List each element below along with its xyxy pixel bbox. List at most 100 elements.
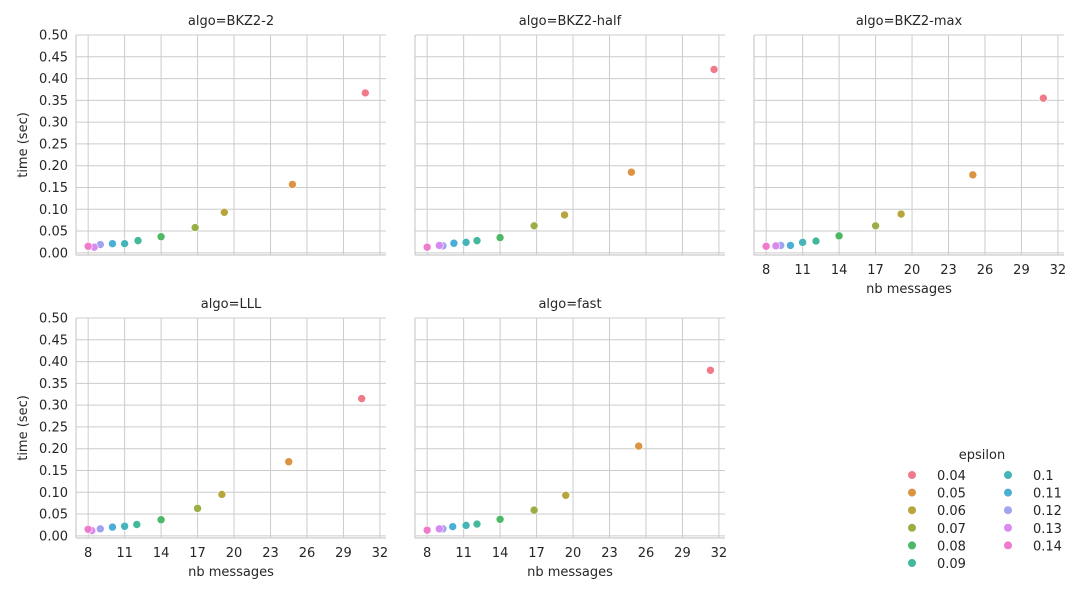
- y-tick-label: 0.30: [39, 399, 68, 414]
- data-point: [529, 221, 539, 231]
- legend-label: 0.11: [1033, 487, 1062, 502]
- x-tick-label: 11: [794, 263, 811, 278]
- data-point: [357, 394, 366, 403]
- x-tick-label: 14: [153, 546, 170, 561]
- x-tick-label: 20: [565, 546, 582, 561]
- y-tick-label: 0.20: [39, 442, 68, 457]
- x-tick-label: 26: [299, 546, 316, 561]
- panel-title: algo=BKZ2-2: [188, 14, 274, 29]
- y-tick-label: 0.10: [39, 486, 68, 501]
- x-tick-label: 20: [226, 546, 243, 561]
- data-point: [156, 232, 166, 242]
- data-point: [120, 521, 129, 531]
- legend-entry: 0.14: [1004, 539, 1062, 554]
- x-tick-label: 32: [1050, 263, 1067, 278]
- data-point: [83, 524, 93, 534]
- panel-title: algo=LLL: [201, 297, 262, 312]
- x-tick-label: 8: [423, 546, 431, 561]
- data-point: [361, 88, 370, 98]
- x-tick-label: 14: [492, 546, 509, 561]
- y-tick-label: 0.50: [39, 29, 68, 44]
- data-point: [461, 521, 471, 530]
- x-tick-label: 23: [601, 546, 618, 561]
- data-point: [284, 457, 294, 467]
- legend-marker: [908, 488, 916, 497]
- legend-marker: [1004, 471, 1012, 479]
- legend-marker: [908, 471, 916, 479]
- data-point: [120, 239, 129, 248]
- data-point: [193, 504, 202, 513]
- legend-marker: [1004, 488, 1012, 497]
- x-tick-label: 23: [262, 546, 279, 561]
- legend: epsilon 0.040.050.060.070.080.090.10.110…: [908, 448, 1062, 572]
- legend-label: 0.04: [937, 469, 966, 484]
- data-point: [1039, 93, 1048, 103]
- facet-panel: algo=LLL 0.00 0.05 0.10 0.15 0.20 0.25 0.30 0.35…: [16, 297, 388, 580]
- data-point: [561, 491, 571, 500]
- legend-label: 0.07: [937, 522, 966, 537]
- x-axis-label: nb messages: [866, 282, 952, 297]
- x-axis-label: nb messages: [527, 565, 613, 580]
- y-axis-label: time (sec): [16, 395, 31, 461]
- legend-entry: 0.09: [908, 557, 966, 572]
- data-point: [472, 519, 482, 529]
- legend-label: 0.13: [1033, 522, 1062, 537]
- y-tick-label: 0.45: [39, 333, 68, 348]
- y-tick-label: 0.30: [39, 116, 68, 131]
- facet-panel: algo=BKZ2-half: [414, 14, 725, 256]
- x-axis-label: nb messages: [188, 565, 274, 580]
- data-point: [798, 238, 807, 247]
- panel-title: algo=BKZ2-max: [856, 14, 963, 29]
- panel-title: algo=fast: [538, 297, 601, 312]
- data-point: [709, 65, 719, 74]
- data-point: [435, 524, 444, 534]
- y-tick-label: 0.40: [39, 355, 68, 370]
- legend-label: 0.05: [937, 487, 966, 502]
- y-tick-label: 0.05: [39, 508, 68, 523]
- data-point: [495, 514, 505, 524]
- x-tick-label: 20: [904, 263, 921, 278]
- legend-marker: [908, 523, 916, 532]
- legend-label: 0.14: [1033, 539, 1062, 554]
- data-point: [96, 524, 105, 534]
- legend-items: 0.04 0.05 0.06 0.07 0.08 0.09 0.1 0.11 0.12 0.13 0…: [908, 469, 1062, 572]
- x-tick-label: 26: [638, 546, 655, 561]
- data-point: [634, 441, 643, 451]
- x-tick-label: 8: [762, 263, 770, 278]
- data-point: [786, 241, 795, 250]
- data-point: [871, 221, 880, 231]
- x-tick-label: 11: [116, 546, 133, 561]
- x-tick-label: 29: [674, 546, 691, 561]
- y-tick-label: 0.10: [39, 203, 68, 218]
- data-point: [220, 208, 229, 217]
- y-tick-label: 0.35: [39, 377, 68, 392]
- data-point: [529, 505, 539, 515]
- x-tick-label: 17: [867, 263, 884, 278]
- data-point: [288, 180, 297, 189]
- legend-entry: 0.04: [908, 469, 966, 484]
- legend-label: 0.06: [937, 504, 966, 519]
- y-tick-label: 0.45: [39, 50, 68, 65]
- legend-marker: [1004, 541, 1012, 550]
- legend-entry: 0.12: [1004, 504, 1062, 519]
- x-tick-label: 29: [335, 546, 352, 561]
- panels-layer: algo=BKZ2-2 0.00 0.05 0.10 0.15 0.20 0.25 0.30 0…: [16, 14, 1066, 580]
- y-tick-label: 0.35: [39, 94, 68, 109]
- x-tick-label: 32: [372, 546, 389, 561]
- data-point: [133, 236, 143, 245]
- data-point: [968, 170, 978, 180]
- legend-entry: 0.06: [908, 504, 966, 519]
- x-tick-label: 14: [831, 263, 848, 278]
- data-point: [771, 241, 781, 251]
- x-tick-label: 8: [84, 546, 92, 561]
- x-tick-label: 17: [528, 546, 545, 561]
- legend-entry: 0.05: [908, 487, 966, 502]
- x-tick-label: 32: [711, 546, 728, 561]
- y-tick-label: 0.15: [39, 181, 68, 196]
- y-tick-label: 0.50: [39, 312, 68, 327]
- data-point: [461, 238, 471, 247]
- legend-marker: [908, 506, 916, 515]
- data-point: [435, 241, 444, 250]
- data-point: [108, 239, 117, 248]
- panel-title: algo=BKZ2-half: [519, 14, 622, 29]
